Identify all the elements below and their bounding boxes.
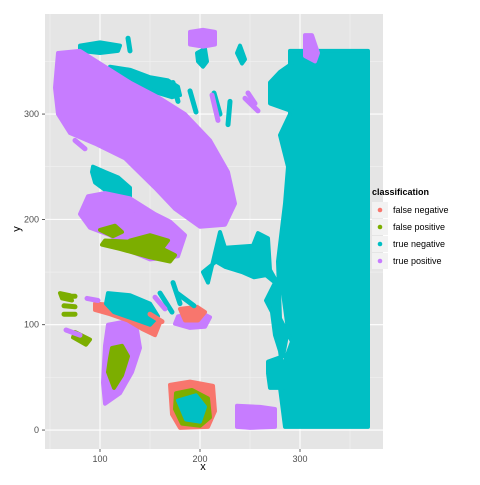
region-true-negative: [235, 43, 247, 66]
stroke-true-positive: [72, 137, 88, 152]
region-true-negative: [90, 164, 132, 199]
stroke-true-negative: [170, 80, 181, 104]
x-tick-label: 300: [292, 454, 307, 464]
stroke-true-positive: [209, 92, 221, 123]
y-tick-label: 0: [34, 425, 39, 435]
region-true-negative: [78, 40, 122, 55]
stroke-true-negative: [157, 290, 175, 315]
stroke-true-positive: [152, 294, 168, 312]
stroke-true-positive: [127, 204, 141, 215]
stroke-false-negative: [147, 311, 165, 325]
region-true-negative: [268, 59, 330, 117]
legend-title: classification: [372, 187, 429, 197]
legend: classification false negative false posit…: [372, 187, 449, 269]
legend-label-false-negative: false negative: [393, 205, 449, 215]
stroke-false-positive: [61, 303, 78, 310]
region-false-positive: [98, 223, 124, 239]
region-true-positive: [303, 33, 320, 64]
y-tick-label: 200: [24, 214, 39, 224]
stroke-true-positive: [242, 95, 261, 114]
region-true-positive: [188, 27, 217, 49]
stroke-true-negative: [187, 88, 199, 115]
y-axis-ticks: 0 100 200 300: [24, 109, 45, 435]
legend-label-true-positive: true positive: [393, 256, 442, 266]
region-false-positive: [100, 238, 177, 264]
region-true-positive: [53, 48, 237, 229]
legend-key-true-positive: [377, 258, 383, 264]
y-tick-label: 300: [24, 109, 39, 119]
legend-key-true-negative: [377, 241, 383, 247]
region-false-negative: [178, 304, 207, 323]
stroke-true-negative: [211, 90, 223, 117]
stroke-true-positive: [245, 90, 258, 106]
region-true-negative: [201, 48, 370, 429]
y-axis-title: y: [11, 226, 23, 232]
y-tick-label: 100: [24, 320, 39, 330]
region-true-positive: [235, 403, 277, 430]
stroke-true-negative: [225, 98, 233, 128]
stroke-true-negative: [174, 290, 197, 309]
stroke-true-positive: [84, 295, 101, 303]
x-axis-ticks: 100 200 300: [92, 449, 308, 464]
stroke-true-negative: [125, 35, 133, 54]
legend-key-false-positive: [377, 224, 383, 230]
region-true-negative: [195, 46, 209, 69]
legend-label-false-positive: false positive: [393, 222, 445, 232]
legend-key-false-negative: [377, 207, 383, 213]
data-marks: [53, 27, 370, 430]
stroke-true-positive: [63, 327, 83, 338]
region-false-positive: [106, 343, 130, 390]
region-true-negative: [104, 291, 160, 327]
x-tick-label: 100: [92, 454, 107, 464]
x-axis-title: x: [200, 461, 206, 473]
x-tick-label: 200: [192, 454, 207, 464]
region-true-negative: [176, 393, 207, 424]
legend-label-true-negative: true negative: [393, 239, 445, 249]
